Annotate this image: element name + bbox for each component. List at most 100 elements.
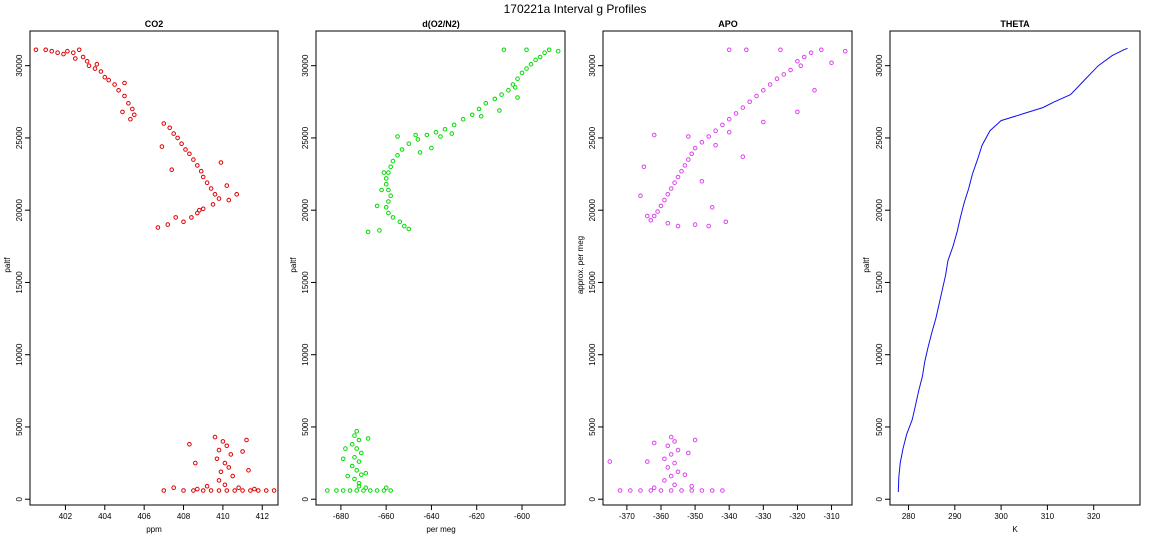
o2n2-data-point: [354, 488, 360, 493]
apo-data-point: [662, 456, 667, 462]
apo-y-tick-label: 30000: [588, 54, 597, 77]
theta-x-tick-label: 310: [1041, 512, 1055, 521]
o2n2-data-point: [390, 158, 396, 164]
o2n2-data-point: [555, 48, 561, 54]
o2n2-y-tick-label: 5000: [301, 418, 310, 436]
apo-data-point: [740, 105, 746, 110]
o2n2-data-point: [524, 47, 529, 53]
apo-y-tick-label: 20000: [588, 199, 597, 222]
theta-x-tick-label: 300: [994, 512, 1008, 521]
apo-data-point: [842, 48, 848, 54]
o2n2-data-point: [460, 116, 466, 122]
o2n2-data-point: [451, 122, 457, 128]
o2n2-data-point: [374, 488, 380, 493]
o2n2-data-point: [510, 82, 516, 87]
theta-y-tick-label: 30000: [875, 54, 884, 77]
o2n2-data-point: [512, 85, 518, 90]
o2n2-data-point: [386, 187, 391, 193]
apo-data-point: [788, 67, 793, 73]
o2n2-data-point: [356, 459, 362, 464]
apo-y-tick-label: 15000: [588, 271, 597, 294]
apo-data-point: [689, 483, 695, 489]
o2n2-data-point: [349, 463, 355, 469]
o2n2-data-point: [379, 187, 384, 193]
co2-data-point: [263, 488, 269, 493]
co2-data-point: [232, 488, 237, 493]
apo-data-point: [740, 154, 746, 159]
apo-data-point: [689, 151, 695, 157]
apo-y-tick-label: 25000: [588, 126, 597, 149]
co2-data-point: [73, 56, 78, 61]
co2-data-point: [214, 456, 220, 462]
apo-data-point: [774, 76, 780, 81]
apo-data-point: [672, 180, 677, 185]
co2-data-point: [92, 66, 98, 71]
o2n2-data-point: [402, 223, 407, 229]
apo-y-tick-label: 0: [588, 496, 597, 501]
theta-y-tick-label: 10000: [875, 343, 884, 366]
apo-data-point: [607, 459, 613, 464]
apo-data-point: [706, 223, 712, 229]
co2-data-point: [171, 485, 176, 491]
o2n2-y-axis-label: paltf: [289, 257, 298, 273]
co2-data-point: [173, 215, 178, 220]
o2n2-data-point: [417, 150, 423, 155]
co2-data-point: [181, 219, 186, 225]
o2n2-data-point: [352, 476, 357, 482]
co2-data-point: [244, 437, 249, 443]
o2n2-data-point: [381, 488, 387, 493]
o2n2-data-point: [356, 481, 362, 486]
co2-data-point: [195, 163, 200, 168]
co2-data-point: [189, 215, 194, 220]
co2-data-point: [165, 222, 171, 227]
o2n2-y-tick-label: 25000: [301, 126, 310, 149]
co2-data-point: [161, 121, 167, 126]
o2n2-y-tick-label: 30000: [301, 54, 310, 77]
co2-data-point: [132, 112, 137, 118]
o2n2-data-point: [515, 76, 520, 81]
o2n2-data-point: [356, 437, 362, 443]
co2-data-point: [167, 125, 172, 131]
co2-data-point: [200, 206, 206, 212]
co2-data-point: [181, 488, 186, 493]
co2-data-point: [122, 80, 127, 86]
o2n2-data-point: [383, 181, 389, 187]
co2-data-point: [43, 47, 49, 53]
apo-data-point: [819, 47, 824, 53]
o2n2-data-point: [429, 145, 434, 151]
o2n2-data-point: [542, 50, 547, 56]
apo-data-point: [686, 157, 691, 162]
apo-data-point: [645, 213, 650, 219]
o2n2-data-point: [368, 488, 373, 493]
apo-data-point: [665, 220, 671, 226]
apo-x-tick-label: -310: [824, 512, 841, 521]
co2-panel-title: CO2: [145, 19, 164, 29]
co2-data-point: [216, 196, 222, 201]
o2n2-data-point: [413, 132, 418, 138]
theta-y-tick-label: 20000: [875, 199, 884, 222]
apo-data-point: [713, 128, 718, 133]
apo-data-point: [778, 47, 783, 53]
o2n2-data-point: [377, 228, 382, 233]
o2n2-data-point: [438, 134, 443, 139]
co2-data-point: [248, 488, 253, 493]
apo-data-point: [699, 179, 705, 184]
apo-data-point: [662, 478, 667, 483]
o2n2-data-point: [352, 433, 357, 438]
o2n2-data-point: [349, 442, 355, 447]
co2-data-point: [210, 202, 216, 207]
apo-data-point: [726, 47, 732, 53]
co2-data-point: [236, 485, 241, 491]
o2n2-x-tick-label: -600: [514, 512, 531, 521]
co2-data-point: [230, 473, 235, 479]
theta-y-tick-label: 5000: [875, 418, 884, 436]
co2-data-point: [84, 59, 90, 64]
apo-y-axis-label: approx. per meg: [576, 236, 585, 294]
co2-data-point: [159, 144, 165, 149]
co2-data-point: [130, 106, 135, 112]
o2n2-x-tick-label: -620: [469, 512, 486, 521]
co2-y-tick-label: 15000: [15, 271, 24, 294]
co2-data-point: [200, 174, 206, 180]
co2-x-tick-label: 410: [216, 512, 230, 521]
